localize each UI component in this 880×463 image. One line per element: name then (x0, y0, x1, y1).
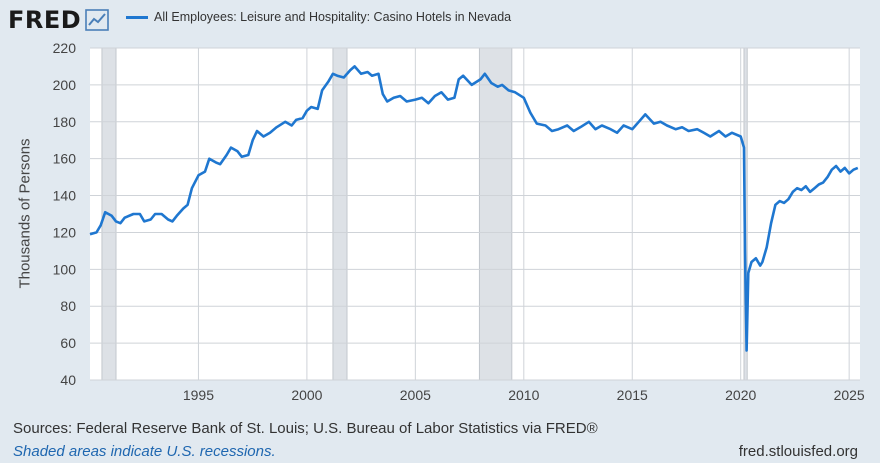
legend: All Employees: Leisure and Hospitality: … (126, 10, 511, 24)
y-tick-label-60: 60 (60, 335, 76, 351)
x-tick-label-1995: 1995 (183, 387, 214, 403)
series-title: All Employees: Leisure and Hospitality: … (154, 10, 512, 24)
y-tick-label-40: 40 (60, 372, 76, 388)
y-tick-labels: 40 60 80 100 120 140 160 180 200 220 (53, 40, 77, 388)
y-tick-label-100: 100 (53, 261, 77, 277)
series-line[interactable] (89, 65, 859, 352)
y-tick-label-120: 120 (53, 224, 77, 240)
y-tick-label-180: 180 (53, 114, 77, 130)
y-tick-label-220: 220 (53, 40, 77, 56)
x-tick-labels: 1995 2000 2005 2010 2015 2020 2025 (183, 387, 865, 403)
fred-logo[interactable]: FRED (8, 6, 82, 34)
x-tick-label-2025: 2025 (834, 387, 865, 403)
x-tick-label-2020: 2020 (725, 387, 756, 403)
recession-note: Shaded areas indicate U.S. recessions. (13, 443, 276, 460)
grid-lines (90, 47, 860, 381)
x-tick-label-2015: 2015 (617, 387, 648, 403)
recession-band-1 (332, 47, 348, 381)
trend-chart-icon (85, 9, 110, 31)
header: FRED (8, 6, 110, 34)
y-tick-label-200: 200 (53, 77, 77, 93)
y-axis-label: Thousands of Persons (16, 138, 34, 289)
legend-swatch (126, 15, 148, 19)
sources-text: Sources: Federal Reserve Bank of St. Lou… (13, 420, 598, 437)
x-tick-label-2005: 2005 (400, 387, 431, 403)
recession-band-2 (478, 47, 513, 381)
fred-url-link[interactable]: fred.stlouisfed.org (738, 443, 858, 460)
plot-area (90, 48, 860, 380)
y-tick-label-160: 160 (53, 151, 77, 167)
y-tick-label-140: 140 (53, 188, 77, 204)
x-tick-label-2010: 2010 (508, 387, 539, 403)
x-tick-label-2000: 2000 (291, 387, 322, 403)
y-tick-label-80: 80 (60, 298, 76, 314)
